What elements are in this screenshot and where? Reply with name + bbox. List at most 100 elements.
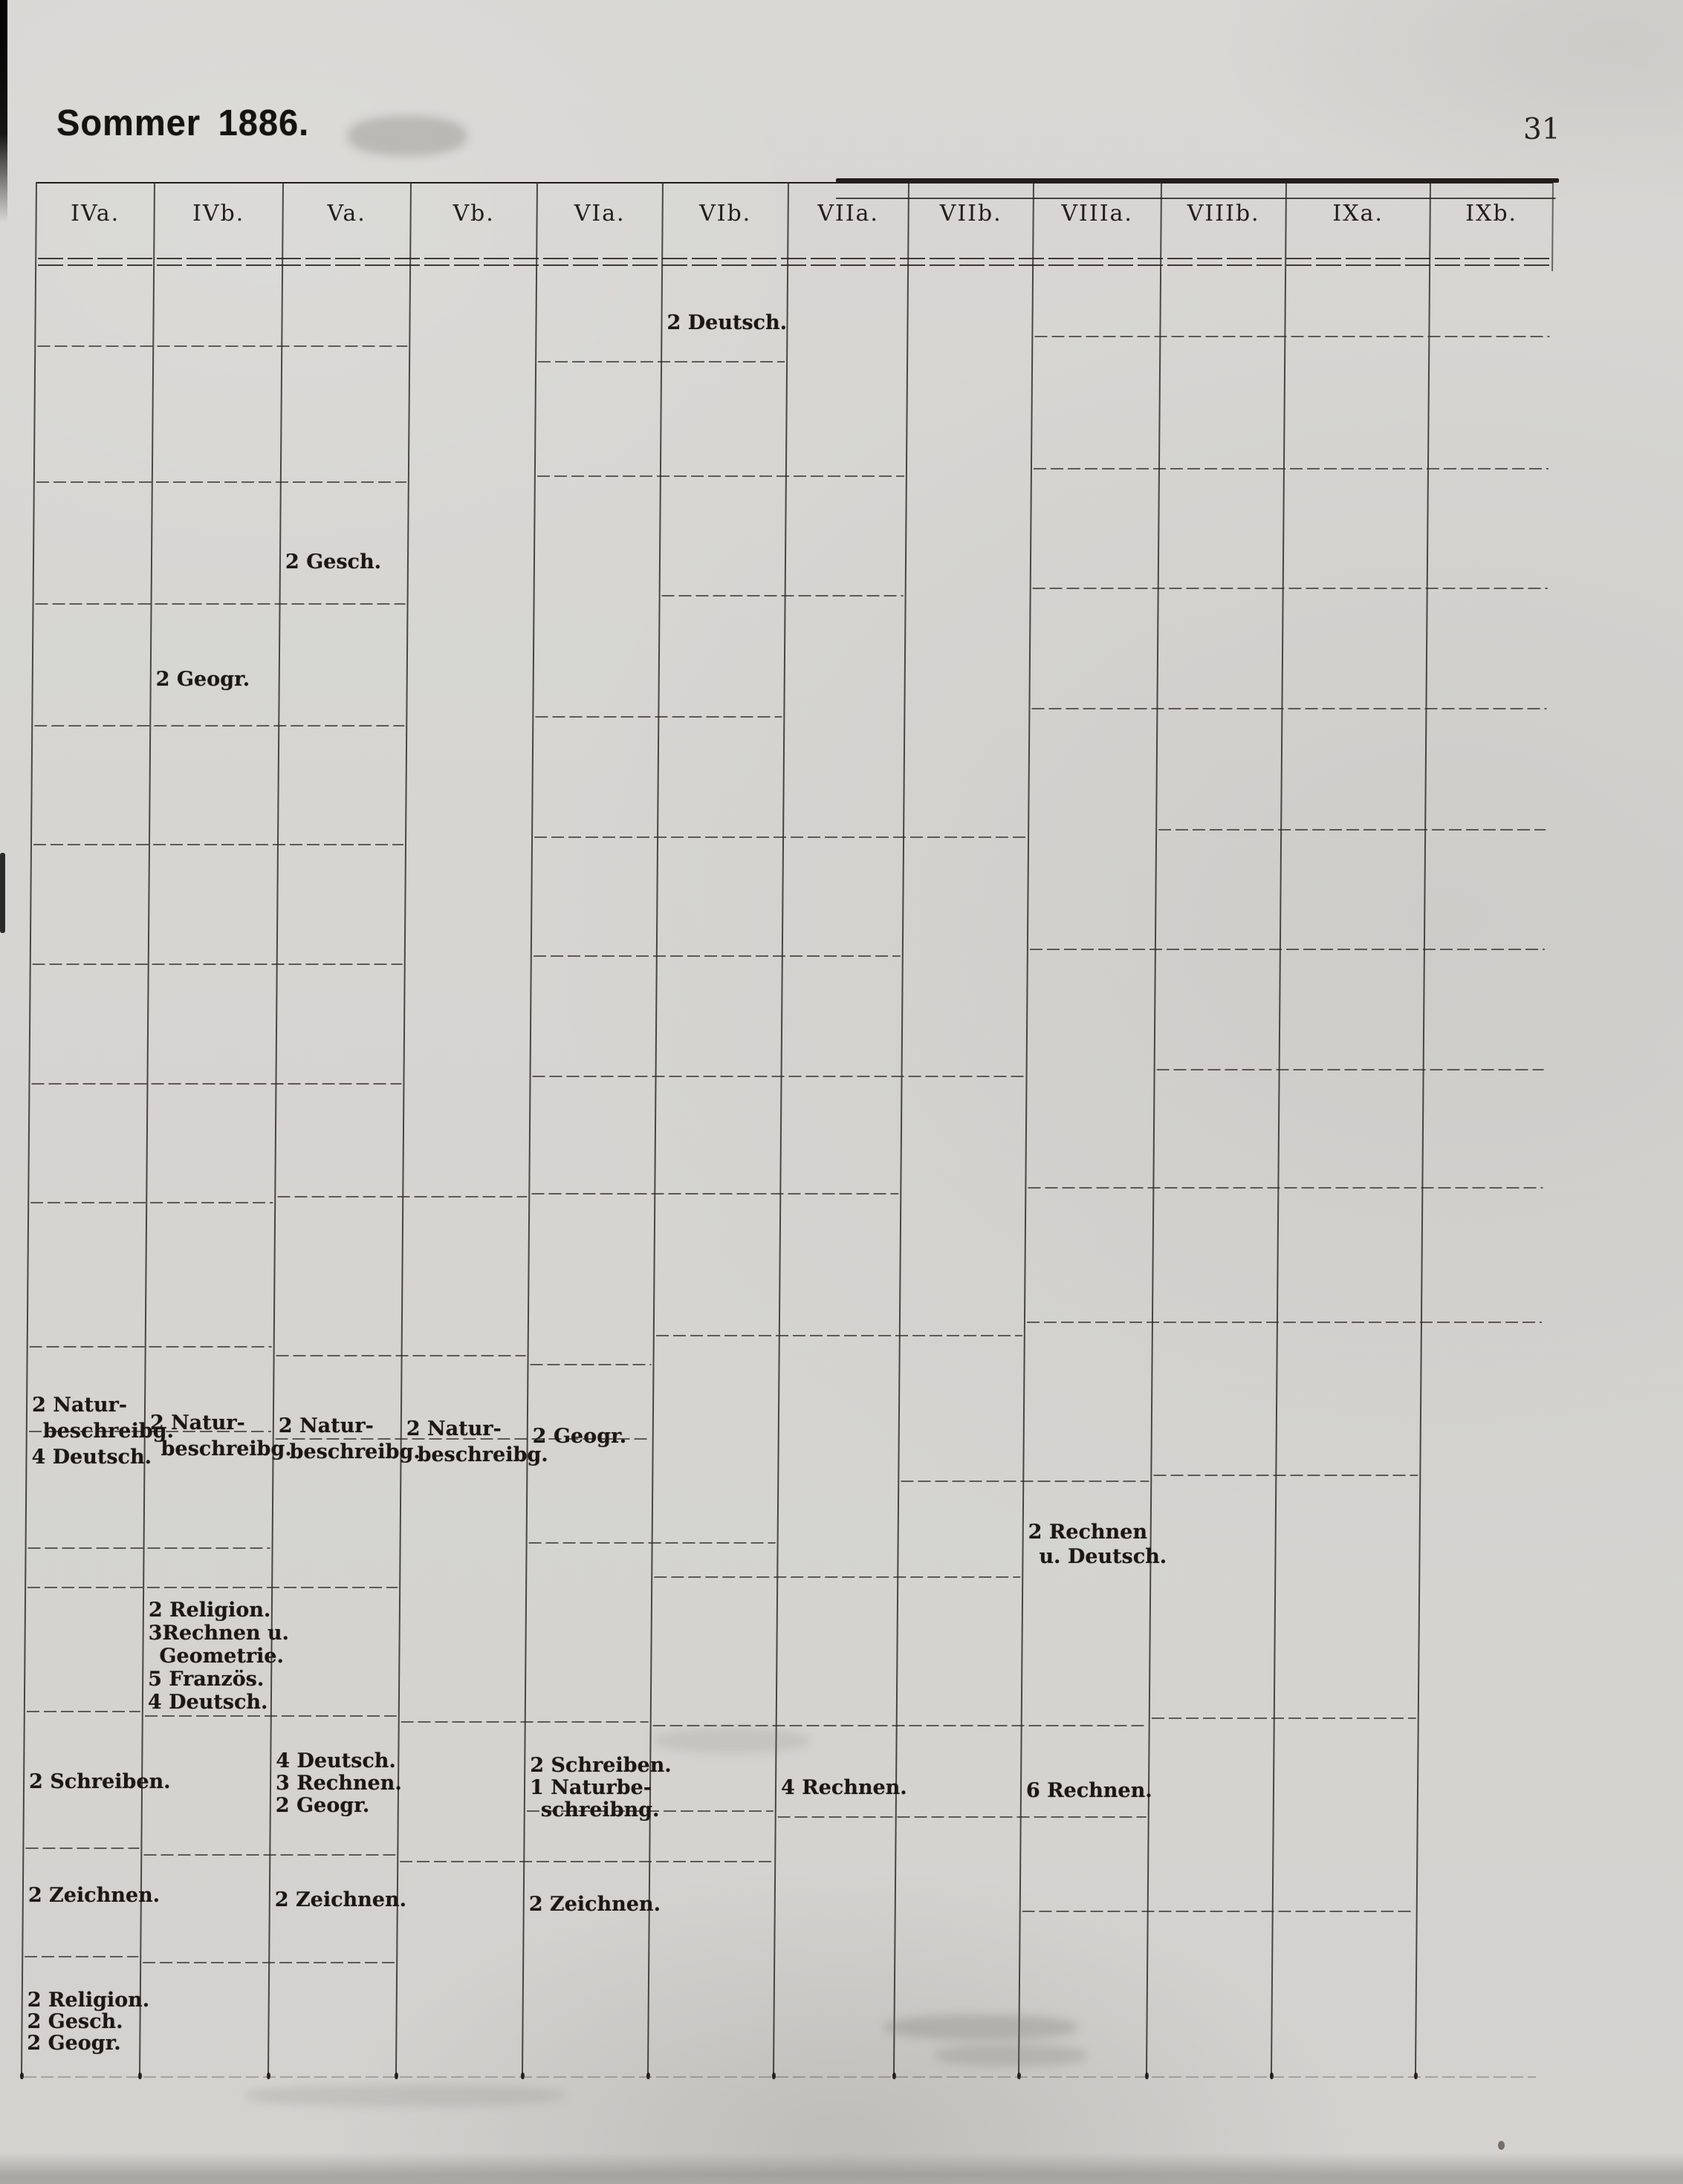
- table-cell-ivb: 2 Religion. 3Rechnen u. Geometrie. 5 Franzö…: [148, 1599, 290, 1714]
- page-title: Sommer 1886.: [56, 103, 310, 143]
- cell-line: 2 Geogr.: [275, 1794, 370, 1817]
- bleedthrough-smudge: [245, 2084, 565, 2107]
- table-row-rule: [33, 844, 404, 845]
- bleedthrough-smudge: [654, 1728, 810, 1753]
- cell-line: 2 Religion.: [148, 1599, 271, 1622]
- cell-line: 3Rechnen u.: [148, 1622, 290, 1645]
- cell-line: 2 Zeichnen.: [27, 1884, 160, 1907]
- table-cell-via: 2 Zeichnen.: [528, 1893, 661, 1916]
- table-cell-via: 2 Schreiben. 1 Naturbe-schreibng.: [529, 1754, 672, 1821]
- table-row-rule: [1032, 588, 1548, 589]
- table-cell-va: 2 Gesch.: [285, 550, 381, 574]
- bleedthrough-smudge: [348, 116, 467, 156]
- table-row-rule: [32, 963, 403, 965]
- column-header: VIa.: [574, 201, 626, 227]
- table-row-rule: [36, 481, 406, 483]
- cell-line: beschreibg.: [160, 1437, 292, 1460]
- table-row-rule: [26, 1711, 140, 1712]
- table-cell-va: 2 Zeichnen.: [275, 1888, 406, 1911]
- table-row-rule: [276, 1355, 526, 1356]
- table-row-rule: [1034, 336, 1550, 337]
- column-header: Va.: [327, 201, 366, 227]
- cell-line: 5 Französ.: [148, 1668, 265, 1691]
- table-row-rule: [661, 595, 904, 597]
- table-row-rule: [27, 1547, 270, 1549]
- table-row-rule: [25, 1956, 139, 1957]
- table-row-rule: [23, 2076, 1536, 2078]
- table-row-rule: [400, 1861, 774, 1862]
- table-cell-vb: 2 Natur-beschreibg.: [406, 1416, 548, 1468]
- cell-line: 6 Rechnen.: [1025, 1779, 1152, 1802]
- cell-line: 2 Zeichnen.: [528, 1893, 661, 1916]
- table-row-rule: [534, 836, 1027, 838]
- table-row-rule: [1156, 1069, 1544, 1070]
- column-header: VIIIa.: [1061, 201, 1134, 227]
- cell-line: 2 Rechnen: [1028, 1521, 1148, 1544]
- table-row-rule: [30, 1202, 273, 1203]
- table-row-rule: [777, 1816, 1147, 1818]
- table-row-rule: [1158, 829, 1546, 831]
- table-row-rule: [37, 345, 408, 347]
- cell-line: 2 Natur-: [149, 1411, 245, 1434]
- cell-line: 2 Geogr.: [532, 1425, 627, 1448]
- table-row-rule: [901, 1481, 1149, 1482]
- table-row-rule: [1033, 468, 1549, 469]
- table-row-rule: [654, 1576, 1021, 1578]
- bleedthrough-smudge: [935, 2044, 1087, 2067]
- bleedthrough-smudge: [884, 2015, 1077, 2040]
- table-row-rule: [533, 955, 901, 957]
- table-row-rule: [1028, 1187, 1543, 1189]
- table-row-rule: [38, 258, 1551, 259]
- table-cell-via: 2 Geogr.: [533, 1423, 627, 1449]
- cell-line: 2 Natur-: [278, 1414, 374, 1437]
- table-row-rule: [528, 1542, 776, 1544]
- table-vertical-rule: [20, 182, 37, 2079]
- ink-speck: [1498, 2141, 1505, 2150]
- column-header: IVa.: [70, 201, 120, 227]
- column-header: IXb.: [1465, 201, 1518, 227]
- column-header: Vb.: [453, 201, 496, 227]
- table-cell-viiia: 2 Rechnen u. Deutsch.: [1028, 1520, 1167, 1569]
- table-row-rule: [31, 1083, 402, 1085]
- table-cell-ivb: 2 Geogr.: [156, 667, 250, 692]
- column-header: VIb.: [698, 201, 752, 227]
- table-cell-viia: 4 Rechnen.: [781, 1776, 907, 1799]
- table-row-rule: [535, 716, 782, 718]
- cell-line: 2 Geogr.: [27, 2032, 121, 2055]
- column-header: VIIb.: [939, 201, 1002, 227]
- table-row-rule: [25, 1847, 140, 1849]
- column-header: VIIa.: [817, 201, 880, 227]
- cell-line: 2 Geogr.: [155, 668, 250, 691]
- cell-line: 2 Schreiben.: [530, 1754, 672, 1777]
- table-row-rule: [144, 1715, 397, 1717]
- cell-line: 2 Gesch.: [27, 2010, 123, 2033]
- table-row-rule: [1151, 1717, 1416, 1719]
- table-cell-ivb: 2 Natur-beschreibg.: [149, 1410, 292, 1462]
- column-header: VIIIb.: [1187, 201, 1260, 227]
- table-row-rule: [655, 1335, 1022, 1336]
- table-vertical-rule: [138, 182, 155, 2079]
- table-row-rule: [652, 1725, 1147, 1726]
- table-row-rule: [1031, 708, 1547, 709]
- scan-bottom-band: [0, 2153, 1683, 2184]
- table-row-rule: [536, 475, 904, 477]
- table-row-rule: [277, 1196, 528, 1197]
- scan-edge-strip: [0, 0, 7, 223]
- cell-line: 2 Natur-: [406, 1417, 502, 1440]
- table-row-rule: [532, 1076, 1025, 1077]
- cell-line: schreibng.: [540, 1798, 660, 1821]
- table-row-rule: [1026, 1322, 1542, 1323]
- table-row-rule: [143, 1854, 396, 1856]
- cell-line: 2 Religion.: [27, 1989, 150, 2012]
- cell-line: 1 Naturbe-: [529, 1776, 652, 1799]
- cell-line: 4 Deutsch.: [276, 1749, 396, 1772]
- table-top-rule-heavy: [835, 178, 1560, 183]
- table-row-rule: [143, 1962, 395, 1963]
- table-row-rule: [29, 1346, 272, 1348]
- column-header: IVb.: [192, 201, 245, 227]
- table-row-rule: [38, 264, 1551, 266]
- table-cell-va: 2 Natur-beschreibg.: [278, 1413, 421, 1465]
- table-row-rule: [1022, 1911, 1415, 1912]
